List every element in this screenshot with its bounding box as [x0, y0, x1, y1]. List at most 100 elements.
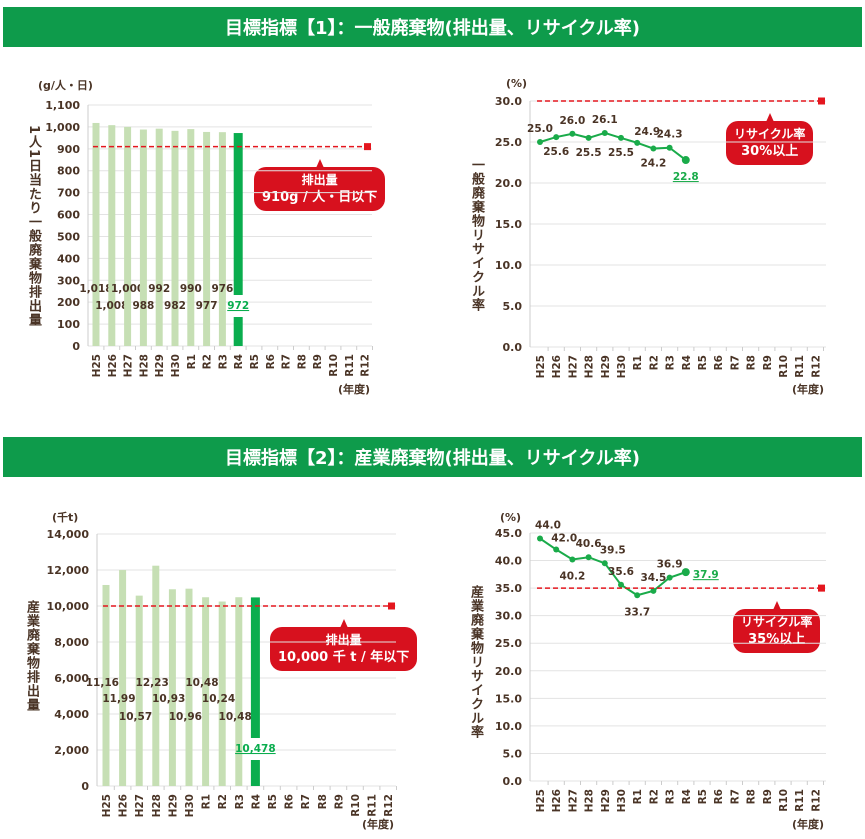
callout-title: リサイクル率 [741, 615, 813, 629]
y-tick-label: 2,000 [54, 744, 89, 757]
data-label: 25.5 [576, 147, 602, 159]
data-label: 22.8 [673, 171, 699, 183]
data-label: 26.1 [592, 114, 618, 126]
data-label: 25.0 [527, 123, 553, 135]
series-line [539, 537, 687, 597]
bar-H29 [168, 589, 176, 786]
data-label: 977 [196, 300, 218, 312]
label-gap [232, 295, 245, 317]
callout-value: 30%以上 [741, 144, 799, 159]
y-tick-label: 400 [57, 252, 80, 265]
x-tick-label: R9 [762, 355, 774, 370]
data-point-H27 [569, 556, 576, 563]
y-tick-label: 0 [81, 780, 89, 793]
target-marker [818, 584, 825, 592]
bar-R1 [202, 597, 210, 786]
x-tick-label: R5 [249, 354, 261, 369]
y-tick-label: 12,000 [47, 564, 90, 577]
x-tick-label: R11 [794, 355, 806, 378]
y-tick-label: 15.0 [495, 692, 522, 705]
x-axis-unit: (年度) [338, 383, 371, 396]
y-tick-label: 100 [57, 318, 80, 331]
y-tick-label: 600 [57, 209, 80, 222]
x-tick-label: R8 [746, 789, 758, 804]
callout-value: 910g / 人・日以下 [262, 190, 378, 205]
target-marker [364, 143, 371, 151]
data-label: 34.5 [640, 572, 666, 584]
data-point-R2 [650, 145, 657, 152]
x-tick-label: R4 [681, 355, 693, 370]
y-tick-label: 5.0 [503, 300, 523, 313]
x-tick-label: R5 [697, 789, 709, 804]
bar-H30 [171, 130, 179, 346]
x-tick-label: H26 [107, 354, 119, 377]
y-tick-label: 30.0 [495, 610, 522, 623]
x-tick-label: H28 [584, 355, 596, 378]
target-callout: 排出量 10,000 千 t / 年以下 [270, 619, 418, 671]
y-tick-label: 300 [57, 274, 80, 287]
x-tick-label: R5 [267, 794, 279, 809]
y-tick-label: 800 [57, 165, 80, 178]
callout-value: 10,000 千 t / 年以下 [278, 650, 410, 665]
y-tick-label: 0 [72, 340, 80, 353]
x-tick-label: H28 [138, 354, 150, 377]
x-tick-label: R3 [665, 355, 677, 370]
data-point-R4 [681, 156, 690, 165]
y-tick-label: 200 [57, 296, 80, 309]
bar-H29 [155, 128, 163, 346]
data-point-R1 [634, 139, 641, 146]
label-gap [249, 738, 262, 760]
data-label: 972 [227, 300, 249, 312]
x-tick-label: R9 [312, 354, 324, 369]
x-tick-label: R3 [234, 794, 246, 809]
data-label: 976 [211, 283, 233, 295]
x-tick-label: R1 [201, 794, 213, 809]
x-tick-label: R2 [202, 354, 214, 369]
data-point-H28 [585, 554, 592, 561]
y-tick-label: 4,000 [54, 708, 89, 721]
y-tick-label: 20.0 [495, 665, 522, 678]
data-point-R3 [666, 574, 673, 581]
data-point-H30 [618, 581, 624, 588]
banner-general-waste: 目標指標【1】：一般廃棄物(排出量、リサイクル率) [3, 7, 862, 47]
data-label: 992 [148, 283, 170, 295]
y-tick-label: 1,100 [45, 99, 80, 112]
x-tick-label: H25 [535, 789, 547, 812]
y-axis-label: 産業廃棄物リサイクル率 [468, 585, 483, 739]
x-tick-label: R7 [281, 354, 293, 369]
data-point-H25 [537, 535, 543, 542]
data-point-H29 [601, 560, 608, 567]
x-tick-label: R10 [778, 355, 790, 378]
x-tick-label: R7 [300, 794, 312, 809]
x-tick-label: R9 [762, 789, 774, 804]
x-tick-label: H25 [535, 355, 547, 378]
x-tick-label: H26 [118, 794, 130, 817]
x-tick-label: R7 [729, 789, 741, 804]
y-tick-label: 10,000 [47, 600, 90, 613]
callout-title: 排出量 [325, 633, 362, 647]
x-tick-label: R12 [810, 355, 822, 378]
bar-H30 [185, 588, 193, 786]
banner-industrial-waste: 目標指標【2】：産業廃棄物(排出量、リサイクル率) [3, 437, 862, 477]
y-tick-label: 1,000 [45, 121, 80, 134]
x-tick-label: R4 [233, 354, 245, 369]
y-tick-label: 20.0 [495, 177, 522, 190]
x-tick-label: H29 [167, 794, 179, 817]
bar-H26 [119, 570, 127, 786]
y-tick-label: 0.0 [503, 775, 523, 788]
x-tick-label: H27 [134, 794, 146, 817]
bar-H25 [102, 584, 110, 786]
x-tick-label: R2 [648, 789, 660, 804]
data-label: 44.0 [535, 520, 561, 532]
data-label: 40.2 [559, 570, 585, 582]
unit-label: (%) [500, 511, 522, 524]
data-point-R2 [650, 587, 657, 594]
data-label: 10,486 [185, 677, 226, 689]
x-tick-label: R11 [794, 789, 806, 812]
data-point-H27 [569, 130, 576, 137]
target-callout: 排出量 910g / 人・日以下 [254, 159, 386, 211]
x-tick-label: R10 [328, 354, 340, 377]
data-label: 40.6 [576, 538, 602, 550]
data-label: 10,248 [202, 693, 243, 705]
data-label: 26.0 [559, 115, 585, 127]
